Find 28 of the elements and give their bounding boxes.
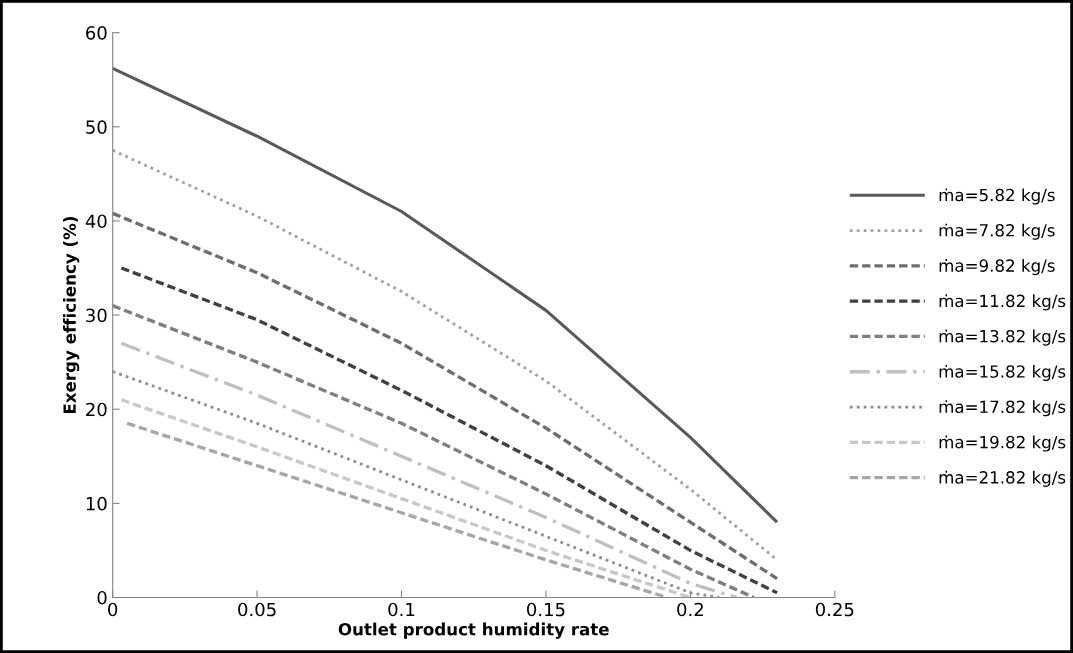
legend-label: ṁa=7.82 kg/s (939, 223, 1055, 240)
legend-label: ṁa=9.82 kg/s (939, 259, 1055, 276)
x-axis-title: Outlet product humidity rate (338, 622, 609, 639)
legend-label: ṁa=11.82 kg/s (939, 294, 1066, 311)
y-axis-title: Exergy efficiency (%) (63, 217, 80, 414)
x-tick-label: 0.25 (815, 602, 854, 617)
legend-label: ṁa=5.82 kg/s (939, 188, 1055, 205)
y-tick-label: 60 (86, 26, 107, 40)
x-tick-label: 0.2 (677, 602, 703, 617)
legend-label: ṁa=19.82 kg/s (939, 435, 1066, 452)
line-series (112, 66, 779, 524)
legend-label: ṁa=13.82 kg/s (939, 329, 1066, 346)
y-tick-label: 50 (86, 120, 107, 134)
y-tick-label: 40 (85, 214, 107, 229)
legend-label: ṁa=17.82 kg/s (939, 400, 1066, 417)
y-tick-label: 20 (86, 402, 107, 417)
line-series (125, 421, 669, 598)
y-tick-label: 30 (86, 308, 107, 323)
x-tick-label: 0 (108, 602, 118, 617)
y-tick-label: 10 (86, 496, 107, 511)
x-tick-label: 0.05 (238, 602, 276, 617)
legend-label: ṁa=15.82 kg/s (939, 364, 1066, 382)
y-tick-label: 0 (97, 590, 107, 605)
line-series (119, 266, 779, 595)
line-series (112, 211, 779, 581)
x-tick-label: 0.15 (527, 602, 565, 617)
legend-label: ṁa=21.82 kg/s (939, 470, 1066, 487)
x-tick-label: 0.1 (388, 602, 415, 617)
